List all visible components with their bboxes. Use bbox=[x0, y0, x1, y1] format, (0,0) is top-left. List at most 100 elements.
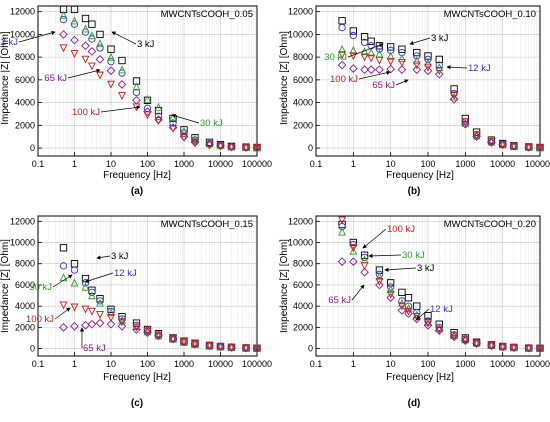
annotation-65-kj: 65 kJ bbox=[328, 284, 365, 306]
y-axis-title: Impedance |Z| [Ohm] bbox=[0, 31, 11, 125]
annotation-arrow bbox=[351, 284, 365, 301]
data-point-triangle-down bbox=[487, 138, 496, 147]
grid-lines bbox=[37, 6, 258, 156]
annotation-65-kj: 65 kJ bbox=[79, 327, 106, 354]
data-point-circle bbox=[424, 317, 432, 325]
data-point-triangle-up bbox=[191, 134, 199, 143]
data-point-diamond bbox=[423, 320, 433, 330]
data-point-triangle-up bbox=[87, 31, 96, 40]
data-point-square bbox=[96, 295, 104, 303]
x-tick-label: 1000 bbox=[455, 159, 475, 169]
data-point-diamond bbox=[348, 64, 358, 73]
data-point-square bbox=[118, 56, 126, 65]
data-point-diamond bbox=[106, 66, 116, 76]
data-point-triangle-down bbox=[253, 344, 261, 353]
data-point-diamond bbox=[449, 94, 459, 104]
data-point-triangle-down bbox=[349, 244, 358, 253]
annotation-30-kj: 30 kJ bbox=[368, 250, 425, 261]
data-point-triangle-down bbox=[349, 52, 358, 61]
data-point-triangle-down bbox=[143, 327, 152, 336]
data-point-circle bbox=[143, 326, 152, 335]
annotation-arrow bbox=[100, 105, 141, 113]
data-point-square bbox=[349, 27, 357, 35]
annotation-100-kj: 100 kJ bbox=[362, 224, 415, 249]
y-axis-title: Impedance [Z] [Ohm] bbox=[279, 239, 290, 333]
data-point-triangle-up bbox=[132, 322, 141, 330]
data-point-triangle-up bbox=[375, 272, 384, 281]
x-tick-label: 1 bbox=[351, 159, 356, 169]
data-point-triangle-down bbox=[81, 305, 90, 314]
data-point-circle bbox=[349, 31, 357, 40]
data-point-square bbox=[191, 134, 199, 142]
data-point-triangle-down bbox=[461, 118, 470, 127]
data-point-square bbox=[59, 244, 68, 252]
data-point-circle bbox=[398, 297, 406, 305]
data-point-triangle-down bbox=[118, 92, 126, 100]
data-point-circle bbox=[435, 323, 443, 332]
y-tick-label: 2000 bbox=[293, 322, 313, 332]
x-tick-label: 10000 bbox=[490, 159, 515, 169]
data-point-triangle-down bbox=[375, 278, 384, 286]
data-point-triangle-down bbox=[360, 262, 369, 271]
annotation-arrow bbox=[54, 307, 71, 320]
data-point-diamond bbox=[337, 257, 347, 266]
data-point-triangle-down bbox=[435, 67, 444, 75]
x-tick-label: 100 bbox=[420, 159, 435, 169]
x-tick-label: 0.1 bbox=[32, 159, 45, 169]
data-point-circle bbox=[338, 23, 346, 32]
data-point-circle bbox=[424, 55, 432, 64]
annotation-3-kj: 3 kJ bbox=[409, 33, 449, 46]
data-point-diamond bbox=[59, 30, 68, 39]
annotation-label: 100 kJ bbox=[330, 74, 358, 85]
x-tick-label: 100000 bbox=[525, 159, 550, 169]
data-point-triangle-down bbox=[180, 338, 188, 346]
data-point-triangle-down bbox=[191, 340, 199, 349]
data-point-triangle-down bbox=[216, 343, 225, 351]
data-point-square bbox=[349, 238, 357, 247]
data-point-triangle-down bbox=[118, 318, 126, 327]
x-tick-label: 1 bbox=[72, 159, 77, 169]
data-point-diamond bbox=[81, 41, 90, 51]
series-100-kj bbox=[59, 301, 261, 353]
data-point-diamond bbox=[360, 267, 369, 277]
x-tick-label: 100000 bbox=[242, 159, 272, 169]
data-point-diamond bbox=[375, 65, 384, 74]
data-point-triangle-up bbox=[216, 140, 225, 149]
x-tick-label: 100 bbox=[140, 159, 155, 169]
x-tick-label: 0.1 bbox=[310, 159, 323, 169]
data-point-triangle-up bbox=[338, 227, 347, 236]
data-point-triangle-down bbox=[87, 307, 96, 316]
data-point-triangle-down bbox=[450, 332, 459, 341]
data-point-diamond bbox=[59, 323, 68, 332]
annotation-arrow bbox=[446, 65, 468, 70]
y-tick-label: 0 bbox=[30, 344, 35, 354]
annotation-12-kj: 12 kJ bbox=[84, 268, 137, 283]
series-30-kj bbox=[338, 44, 544, 152]
data-point-triangle-up bbox=[397, 54, 406, 62]
x-tick-label: 10 bbox=[386, 159, 396, 169]
data-point-square bbox=[88, 20, 96, 28]
data-point-diamond bbox=[70, 35, 79, 45]
annotation-arrow bbox=[67, 68, 101, 79]
y-tick-label: 4000 bbox=[293, 301, 313, 311]
x-tick-label: 1000 bbox=[174, 159, 194, 169]
data-point-square bbox=[404, 294, 413, 302]
annotation-arrow bbox=[415, 308, 430, 321]
data-point-square bbox=[70, 5, 79, 14]
annotation-arrow bbox=[409, 37, 431, 46]
y-tick-label: 8000 bbox=[15, 259, 35, 269]
data-point-triangle-down bbox=[253, 144, 261, 153]
data-point-circle bbox=[132, 88, 141, 97]
annotation-100-kj: 100 kJ bbox=[72, 105, 141, 118]
data-point-circle bbox=[88, 288, 96, 297]
y-tick-label: 4000 bbox=[15, 98, 35, 108]
annotation-arrow bbox=[84, 272, 114, 283]
panel-label: (b) bbox=[408, 186, 421, 197]
y-tick-label: 2000 bbox=[15, 120, 35, 130]
annotation-12-kj: 12 kJ bbox=[446, 63, 491, 74]
data-point-circle bbox=[107, 58, 115, 66]
data-point-square bbox=[435, 55, 443, 64]
y-tick-label: 8000 bbox=[293, 259, 313, 269]
